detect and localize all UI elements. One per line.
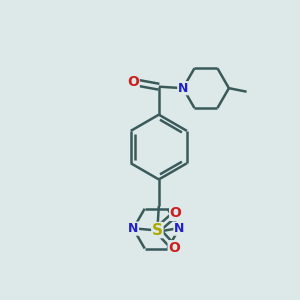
Text: O: O: [168, 241, 180, 255]
Text: O: O: [127, 75, 139, 89]
Text: N: N: [178, 82, 188, 95]
Text: O: O: [170, 206, 182, 220]
Text: S: S: [152, 223, 163, 238]
Text: N: N: [174, 222, 184, 235]
Text: N: N: [128, 222, 138, 235]
